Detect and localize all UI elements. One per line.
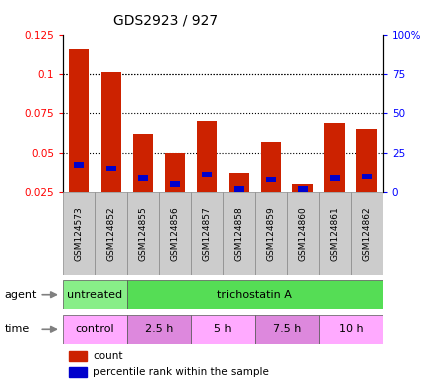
Text: GDS2923 / 927: GDS2923 / 927 bbox=[112, 13, 217, 27]
Bar bbox=[106, 166, 115, 171]
Bar bbox=[69, 367, 87, 377]
Bar bbox=[100, 72, 121, 192]
Bar bbox=[69, 351, 87, 361]
Bar bbox=[297, 186, 307, 192]
Text: agent: agent bbox=[4, 290, 36, 300]
Bar bbox=[63, 192, 95, 275]
Text: GSM124858: GSM124858 bbox=[234, 206, 243, 261]
Text: GSM124856: GSM124856 bbox=[170, 206, 179, 261]
Bar bbox=[318, 315, 382, 344]
Bar bbox=[170, 181, 179, 187]
Text: 10 h: 10 h bbox=[338, 324, 362, 334]
Bar bbox=[228, 173, 249, 192]
Bar bbox=[350, 192, 382, 275]
Text: control: control bbox=[76, 324, 114, 334]
Bar bbox=[191, 192, 223, 275]
Bar bbox=[63, 315, 127, 344]
Bar bbox=[286, 192, 318, 275]
Bar bbox=[254, 315, 318, 344]
Bar bbox=[266, 177, 275, 182]
Bar bbox=[355, 129, 376, 192]
Text: 7.5 h: 7.5 h bbox=[272, 324, 300, 334]
Bar bbox=[132, 134, 153, 192]
Bar bbox=[164, 153, 185, 192]
Text: GSM124861: GSM124861 bbox=[329, 206, 339, 261]
Text: 2.5 h: 2.5 h bbox=[145, 324, 173, 334]
Bar bbox=[127, 280, 382, 309]
Bar bbox=[260, 142, 281, 192]
Bar bbox=[329, 175, 339, 180]
Text: percentile rank within the sample: percentile rank within the sample bbox=[93, 367, 269, 377]
Bar bbox=[69, 49, 89, 192]
Text: GSM124852: GSM124852 bbox=[106, 206, 115, 261]
Text: GSM124862: GSM124862 bbox=[362, 206, 371, 261]
Bar bbox=[222, 192, 254, 275]
Text: GSM124859: GSM124859 bbox=[266, 206, 275, 261]
Bar bbox=[138, 175, 148, 180]
Bar bbox=[202, 172, 211, 177]
Bar bbox=[127, 315, 191, 344]
Text: trichostatin A: trichostatin A bbox=[217, 290, 292, 300]
Bar bbox=[318, 192, 350, 275]
Bar bbox=[63, 280, 127, 309]
Text: count: count bbox=[93, 351, 123, 361]
Bar bbox=[95, 192, 127, 275]
Text: 5 h: 5 h bbox=[214, 324, 231, 334]
Bar bbox=[233, 186, 243, 192]
Bar bbox=[361, 174, 371, 179]
Bar bbox=[324, 123, 345, 192]
Text: time: time bbox=[4, 324, 30, 334]
Bar bbox=[254, 192, 286, 275]
Text: GSM124573: GSM124573 bbox=[74, 206, 83, 261]
Text: GSM124857: GSM124857 bbox=[202, 206, 211, 261]
Text: untreated: untreated bbox=[67, 290, 122, 300]
Bar bbox=[159, 192, 191, 275]
Bar bbox=[196, 121, 217, 192]
Text: GSM124855: GSM124855 bbox=[138, 206, 147, 261]
Text: GSM124860: GSM124860 bbox=[298, 206, 307, 261]
Bar bbox=[292, 184, 312, 192]
Bar bbox=[74, 162, 84, 168]
Bar bbox=[191, 315, 254, 344]
Bar bbox=[127, 192, 159, 275]
